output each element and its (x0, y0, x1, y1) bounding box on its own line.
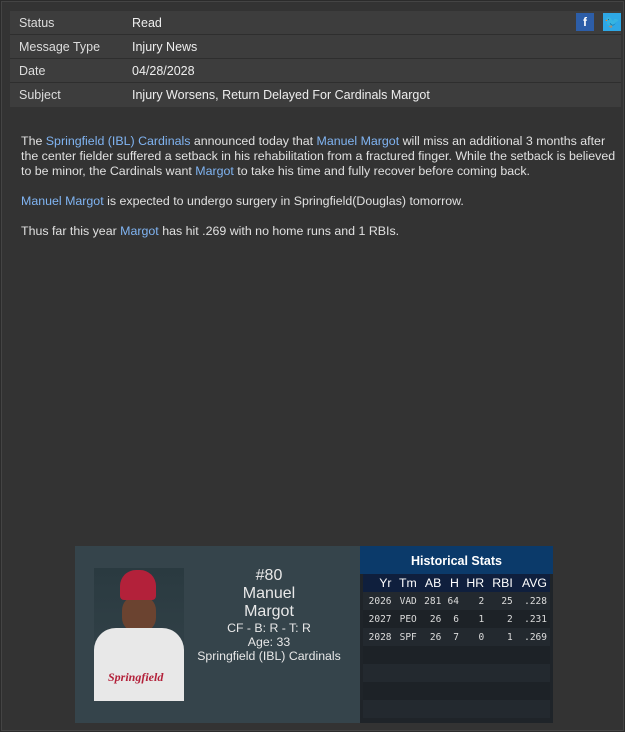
stats-cell: 26 (419, 610, 445, 628)
stats-cell: .228 (515, 592, 550, 610)
header-value: 04/28/2028 (132, 63, 195, 78)
text: announced today that (190, 134, 317, 148)
player-link[interactable]: Manuel Margot (316, 134, 400, 148)
stats-cell: PEO (394, 610, 420, 628)
player-position: CF - B: R - T: R (227, 621, 311, 635)
header-value: Read (132, 15, 162, 30)
stats-cell: 26 (419, 628, 445, 646)
text: Thus far this year (21, 224, 121, 238)
stats-cell: 2027 (363, 610, 395, 628)
player-team[interactable]: Springfield (IBL) Cardinals (197, 649, 341, 663)
stats-cell: .269 (515, 628, 550, 646)
stats-cell: VAD (394, 592, 420, 610)
column-header[interactable]: AB (419, 574, 445, 592)
stats-row: 2027 PEO 26 6 1 2.231 (363, 610, 550, 628)
team-link[interactable]: Springfield (IBL) Cardinals (45, 134, 191, 148)
header-label: Subject (19, 88, 61, 102)
stats-title: Historical Stats (360, 546, 553, 574)
column-header[interactable]: AVG (515, 574, 550, 592)
empty-cell (363, 664, 550, 682)
player-link[interactable]: Margot (120, 224, 159, 238)
empty-row (363, 700, 550, 718)
stats-cell: 1 (461, 610, 488, 628)
column-header[interactable]: Tm (394, 574, 420, 592)
header-value: Injury Worsens, Return Delayed For Cardi… (132, 88, 430, 102)
twitter-icon[interactable]: 🐦 (603, 13, 621, 31)
header-label: Status (19, 15, 55, 30)
text: will miss an additional 3 months after t… (21, 134, 616, 178)
empty-row (363, 682, 550, 700)
player-jersey: Springfield (94, 628, 184, 701)
facebook-icon[interactable]: f (576, 13, 594, 31)
stats-cell: 2028 (363, 628, 395, 646)
player-link[interactable]: Manuel Margot (21, 194, 104, 208)
historical-stats-panel: Historical Stats Yr Tm AB H HR RBI AVG 2026 VAD… (360, 546, 553, 723)
empty-cell (363, 700, 550, 718)
player-number: #80 (255, 567, 283, 584)
player-link[interactable]: Margot (195, 164, 234, 178)
paragraph: Thus far this year Margot has hit .269 w… (21, 224, 616, 239)
header-row-type: Message Type Injury News (10, 35, 621, 59)
column-header[interactable]: Yr (363, 574, 395, 592)
header-label: Message Type (19, 39, 101, 54)
text: has hit .269 with no home runs and 1 RBI… (158, 224, 400, 238)
jersey-logo: Springfield (108, 670, 164, 684)
empty-row (363, 664, 550, 682)
player-first-name[interactable]: Manuel (242, 585, 296, 602)
text: is expected to undergo surgery in Spring… (103, 194, 464, 208)
stats-cell: 7 (444, 628, 462, 646)
player-last-name[interactable]: Margot (244, 603, 294, 620)
header-label: Date (19, 63, 46, 78)
stats-cell: 0 (461, 628, 488, 646)
stats-cell: .231 (515, 610, 550, 628)
player-info: #80 Manuel Margot CF - B: R - T: R Age: … (185, 567, 353, 663)
stats-cell: 2026 (363, 592, 395, 610)
stats-cell: 25 (487, 592, 516, 610)
paragraph: The Springfield (IBL) Cardinals announce… (21, 134, 616, 179)
column-header[interactable]: RBI (487, 574, 516, 592)
column-header[interactable]: HR (461, 574, 488, 592)
text: to take his time and fully recover befor… (233, 164, 530, 178)
stats-row: 2028 SPF 26 7 0 1.269 (363, 628, 550, 646)
stats-cell: 6 (444, 610, 462, 628)
column-header[interactable]: H (444, 574, 462, 592)
player-age: Age: 33 (247, 635, 291, 649)
header-row-status: Status Read f 🐦 (10, 11, 621, 35)
stats-cell: 281 (419, 592, 445, 610)
empty-cell (363, 682, 550, 700)
player-cap (120, 570, 156, 600)
paragraph: Manuel Margot is expected to undergo sur… (21, 194, 616, 209)
player-face (122, 596, 156, 632)
stats-cell: 64 (444, 592, 462, 610)
header-value: Injury News (132, 39, 198, 54)
stats-cell: SPF (394, 628, 420, 646)
stats-table: Yr Tm AB H HR RBI AVG 2026 VAD 281 64 2 25.228 2027 P… (363, 574, 550, 718)
stats-cell: 2 (487, 610, 516, 628)
text: The (21, 134, 46, 148)
header-row-subject: Subject Injury Worsens, Return Delayed Fo… (10, 83, 621, 107)
stats-cell: 2 (461, 592, 488, 610)
article-body: The Springfield (IBL) Cardinals announce… (21, 134, 616, 254)
empty-cell (363, 646, 550, 664)
player-photo[interactable]: Springfield (94, 568, 184, 701)
header-row-date: Date 04/28/2028 (10, 59, 621, 83)
stats-row: 2026 VAD 281 64 2 25.228 (363, 592, 550, 610)
player-card: Springfield #80 Manuel Margot CF - B: R … (75, 546, 360, 723)
empty-row (363, 646, 550, 664)
stats-cell: 1 (487, 628, 516, 646)
message-header: Status Read f 🐦 Message Type Injury News Da… (10, 11, 621, 107)
